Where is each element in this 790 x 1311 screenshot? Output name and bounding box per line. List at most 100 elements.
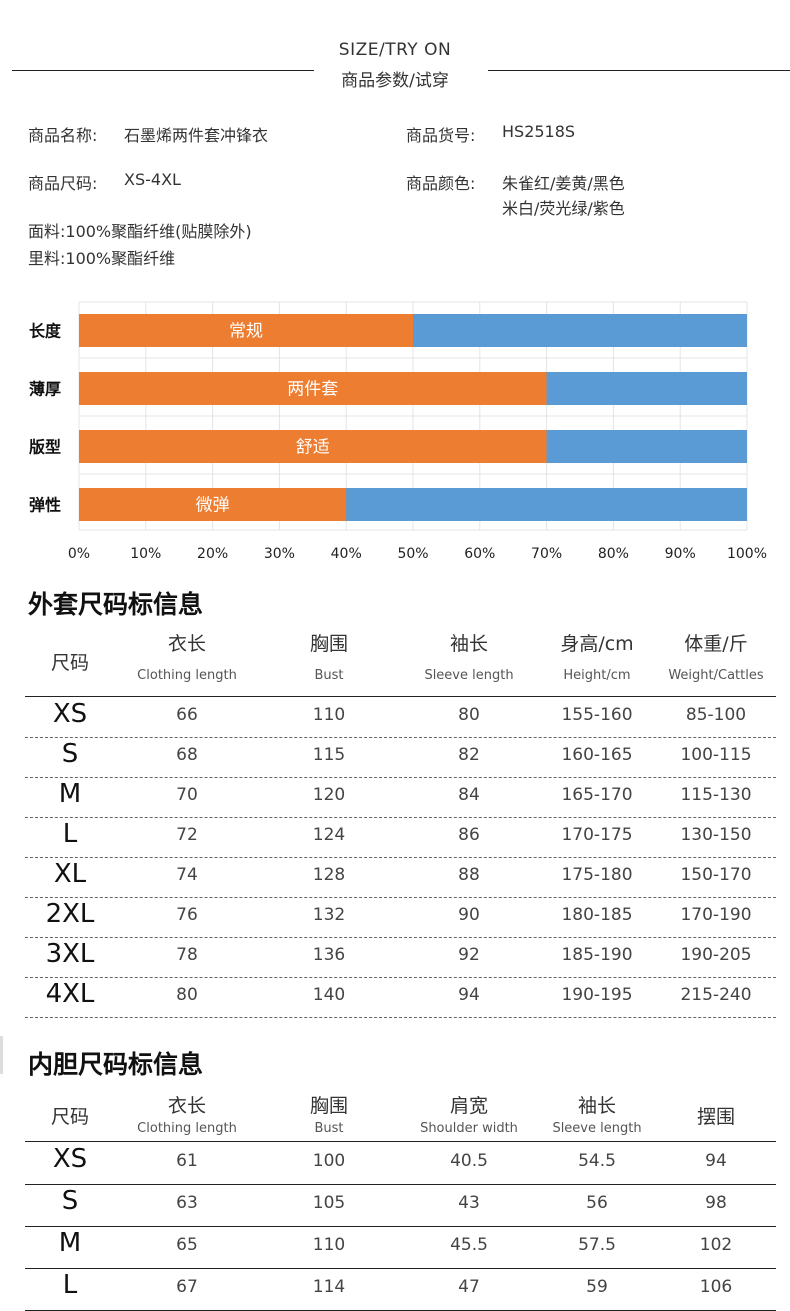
value-cell: 100 bbox=[312, 1151, 346, 1171]
header-rule-right bbox=[488, 70, 790, 71]
value-cell: 130-150 bbox=[680, 825, 752, 845]
value-cell: 80 bbox=[176, 985, 198, 1005]
value-cell: 128 bbox=[312, 865, 346, 885]
value-cell: 82 bbox=[458, 745, 480, 765]
product-code-label: 商品货号: bbox=[406, 126, 476, 145]
table-row: XL 74 128 88 175-180 150-170 bbox=[0, 857, 790, 897]
value-cell: 59 bbox=[586, 1277, 608, 1297]
value-cell: 43 bbox=[458, 1193, 480, 1213]
column-header-cn: 袖长 bbox=[449, 633, 488, 655]
row-divider bbox=[25, 737, 776, 738]
column-header-en: Sleeve length bbox=[552, 1121, 642, 1136]
column-header-en: Clothing length bbox=[137, 668, 237, 683]
value-cell: 61 bbox=[176, 1151, 198, 1171]
value-cell: 190-205 bbox=[680, 945, 752, 965]
value-cell: 56 bbox=[586, 1193, 608, 1213]
table-row: XS 66 110 80 155-160 85-100 bbox=[0, 697, 790, 737]
value-cell: 136 bbox=[312, 945, 346, 965]
size-cell: S bbox=[61, 739, 79, 769]
header-rule bbox=[25, 696, 776, 697]
size-cell: XS bbox=[52, 699, 88, 729]
product-color-label: 商品颜色: bbox=[406, 174, 476, 193]
table-row: L 72 124 86 170-175 130-150 bbox=[0, 817, 790, 857]
row-divider bbox=[25, 777, 776, 778]
value-cell: 120 bbox=[312, 785, 346, 805]
chart-tick-label: 40% bbox=[331, 546, 362, 562]
header-title-en: SIZE/TRY ON bbox=[338, 40, 452, 60]
table-row: S 63 105 43 56 98 bbox=[0, 1184, 790, 1226]
value-cell: 92 bbox=[458, 945, 480, 965]
row-divider bbox=[25, 1184, 776, 1185]
table-row: 4XL 80 140 94 190-195 215-240 bbox=[0, 977, 790, 1017]
size-cell: S bbox=[61, 1186, 79, 1216]
value-cell: 54.5 bbox=[578, 1151, 616, 1171]
column-header-en: Bust bbox=[314, 1121, 344, 1136]
value-cell: 47 bbox=[458, 1277, 480, 1297]
column-header-en: Bust bbox=[314, 668, 344, 683]
value-cell: 170-175 bbox=[561, 825, 633, 845]
column-header-en: Sleeve length bbox=[424, 668, 514, 683]
value-cell: 88 bbox=[458, 865, 480, 885]
value-cell: 76 bbox=[176, 905, 198, 925]
value-cell: 94 bbox=[705, 1151, 727, 1171]
section-title: 内胆尺码标信息 bbox=[28, 1050, 204, 1079]
value-cell: 45.5 bbox=[450, 1235, 488, 1255]
product-size-label: 商品尺码: bbox=[28, 174, 98, 193]
chart-bar-label: 微弹 bbox=[196, 496, 230, 516]
section-marker bbox=[0, 1036, 3, 1074]
chart-tick-label: 60% bbox=[464, 546, 495, 562]
column-header-cn: 摆围 bbox=[696, 1106, 735, 1128]
value-cell: 57.5 bbox=[578, 1235, 616, 1255]
value-cell: 72 bbox=[176, 825, 198, 845]
chart-bar-value bbox=[79, 314, 413, 347]
product-name-label: 商品名称: bbox=[28, 126, 98, 145]
chart-tick-label: 30% bbox=[264, 546, 295, 562]
product-name-value: 石墨烯两件套冲锋衣 bbox=[124, 126, 269, 145]
lining-info: 里料:100%聚酯纤维 bbox=[28, 249, 176, 268]
product-color-line2: 米白/荧光绿/紫色 bbox=[502, 199, 625, 218]
column-header-cn: 体重/斤 bbox=[684, 633, 748, 655]
value-cell: 110 bbox=[312, 1235, 346, 1255]
fabric-info: 面料:100%聚酯纤维(贴膜除外) bbox=[28, 222, 252, 241]
value-cell: 185-190 bbox=[561, 945, 633, 965]
value-cell: 150-170 bbox=[680, 865, 752, 885]
chart-tick-label: 50% bbox=[397, 546, 428, 562]
chart-category-label: 薄厚 bbox=[29, 380, 61, 399]
size-cell: M bbox=[58, 779, 82, 809]
table-row: 3XL 78 136 92 185-190 190-205 bbox=[0, 937, 790, 977]
size-cell: 4XL bbox=[45, 979, 95, 1009]
header-size: 尺码 bbox=[50, 1106, 89, 1128]
value-cell: 78 bbox=[176, 945, 198, 965]
value-cell: 68 bbox=[176, 745, 198, 765]
row-divider bbox=[25, 1226, 776, 1227]
size-cell: M bbox=[58, 1228, 82, 1258]
header-size: 尺码 bbox=[50, 652, 89, 674]
value-cell: 90 bbox=[458, 905, 480, 925]
row-divider bbox=[25, 857, 776, 858]
chart-tick-label: 10% bbox=[130, 546, 161, 562]
value-cell: 74 bbox=[176, 865, 198, 885]
chart-tick-label: 80% bbox=[598, 546, 629, 562]
value-cell: 66 bbox=[176, 705, 198, 725]
value-cell: 132 bbox=[312, 905, 346, 925]
value-cell: 63 bbox=[176, 1193, 198, 1213]
value-cell: 175-180 bbox=[561, 865, 633, 885]
column-header-cn: 衣长 bbox=[167, 633, 206, 655]
value-cell: 115-130 bbox=[680, 785, 752, 805]
value-cell: 40.5 bbox=[450, 1151, 488, 1171]
value-cell: 190-195 bbox=[561, 985, 633, 1005]
column-header-cn: 身高/cm bbox=[560, 633, 634, 655]
chart-bar-value bbox=[79, 488, 347, 521]
size-cell: L bbox=[62, 1270, 78, 1300]
row-divider bbox=[25, 977, 776, 978]
value-cell: 115 bbox=[312, 745, 346, 765]
table-row: M 70 120 84 165-170 115-130 bbox=[0, 777, 790, 817]
column-header-en: Shoulder width bbox=[420, 1121, 518, 1136]
value-cell: 160-165 bbox=[561, 745, 633, 765]
value-cell: 110 bbox=[312, 705, 346, 725]
row-divider bbox=[25, 897, 776, 898]
value-cell: 70 bbox=[176, 785, 198, 805]
chart-bar-value bbox=[79, 430, 547, 463]
value-cell: 98 bbox=[705, 1193, 727, 1213]
value-cell: 100-115 bbox=[680, 745, 752, 765]
